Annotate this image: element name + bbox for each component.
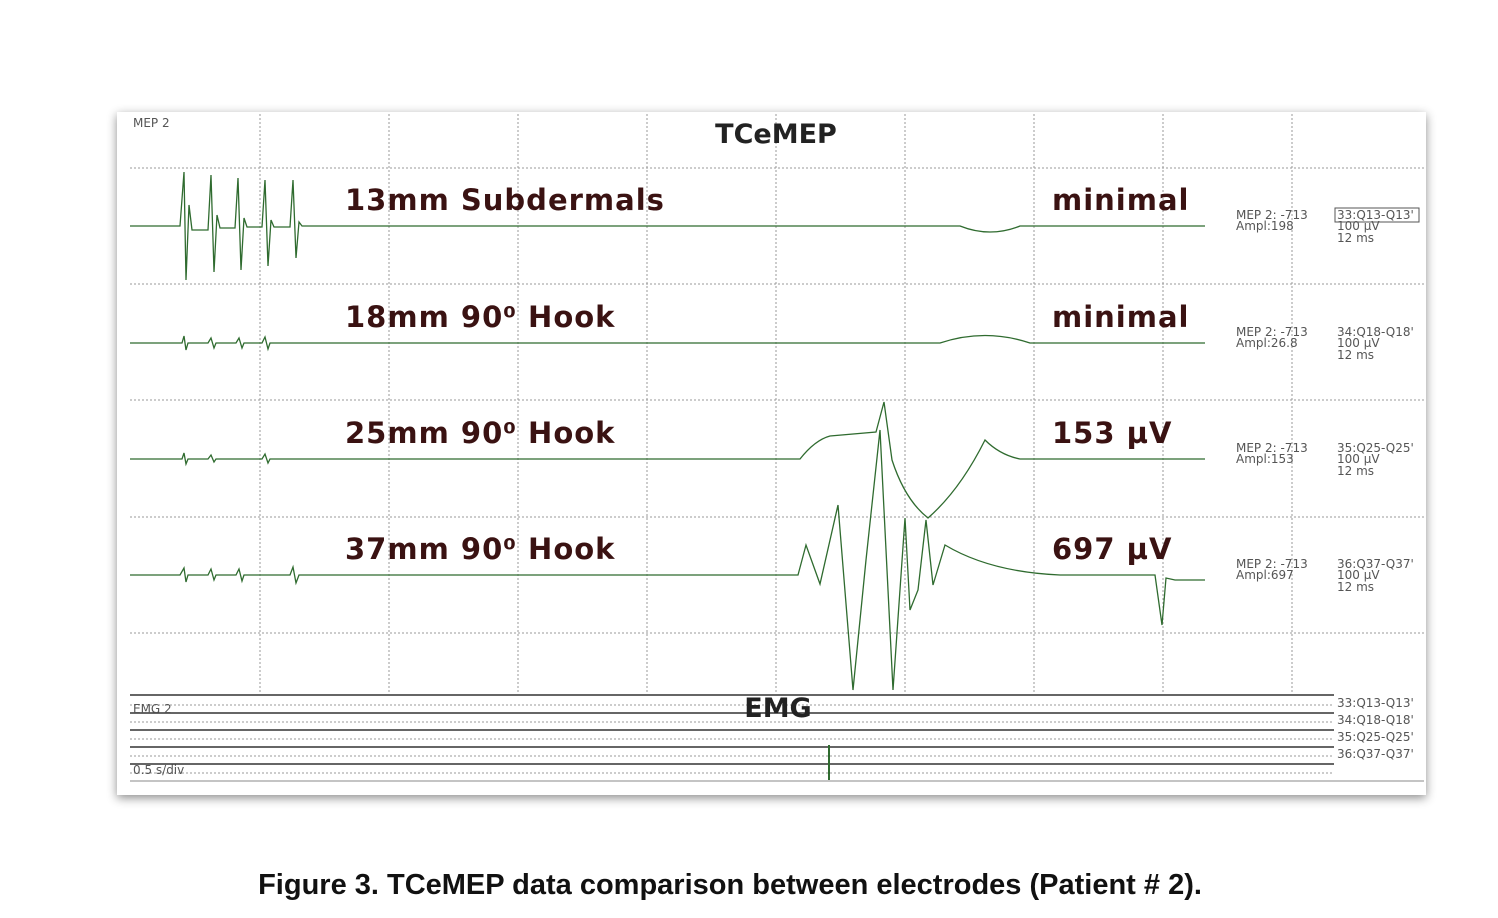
trace-sweep: 12 ms — [1337, 348, 1374, 362]
waveforms — [130, 171, 1424, 782]
panel-title: TCeMEP — [715, 119, 837, 150]
trace-sweep: 12 ms — [1337, 231, 1374, 245]
trace-channel: 34:Q18-Q18' — [1337, 325, 1414, 339]
trace-channel: 36:Q37-Q37' — [1337, 557, 1414, 571]
trace-label: 37mm 90⁰ Hook — [345, 532, 615, 566]
trace-channel: 35:Q25-Q25' — [1337, 441, 1414, 455]
trace-result: 153 µV — [1052, 416, 1172, 450]
trace-scale: 100 µV — [1337, 568, 1380, 582]
grid — [130, 114, 1424, 774]
trace-sweep: 12 ms — [1337, 464, 1374, 478]
trace-label: 25mm 90⁰ Hook — [345, 416, 615, 450]
channel-box — [1334, 207, 1420, 223]
trace-info: Ampl:697 — [1236, 568, 1294, 582]
trace-scale: 100 µV — [1337, 452, 1380, 466]
trace-sweep: 12 ms — [1337, 580, 1374, 594]
trace-label: 13mm Subdermals — [345, 183, 665, 217]
trace-info: Ampl:198 — [1236, 219, 1294, 233]
trace-info: Ampl:26.8 — [1236, 336, 1298, 350]
trace-1 — [130, 171, 1205, 281]
emg-channel: 36:Q37-Q37' — [1337, 747, 1414, 761]
trace-info: Ampl:153 — [1236, 452, 1294, 466]
trace-2 — [130, 334, 1205, 352]
trace-scale: 100 µV — [1337, 219, 1380, 233]
trace-channel: 33:Q13-Q13' — [1337, 208, 1414, 222]
corner-label: MEP 2 — [133, 116, 170, 130]
trace-info: MEP 2: -713 — [1236, 441, 1308, 455]
trace-info: MEP 2: -713 — [1236, 325, 1308, 339]
emg-channel: 35:Q25-Q25' — [1337, 730, 1414, 744]
trace-label: 18mm 90⁰ Hook — [345, 300, 615, 334]
emg-channel: 33:Q13-Q13' — [1337, 696, 1414, 710]
emg-channel: 34:Q18-Q18' — [1337, 713, 1414, 727]
trace-result: 697 µV — [1052, 532, 1172, 566]
emg-corner-label: EMG 2 — [133, 702, 172, 716]
trace-scale: 100 µV — [1337, 336, 1380, 350]
trace-4 — [130, 429, 1205, 691]
timebase: 0.5 s/div — [133, 763, 184, 777]
emg-title: EMG — [744, 693, 811, 724]
trace-info: MEP 2: -713 — [1236, 208, 1308, 222]
caption: Figure 3. TCeMEP data comparison between… — [258, 869, 1202, 901]
trace-info: MEP 2: -713 — [1236, 557, 1308, 571]
trace-result: minimal — [1052, 183, 1189, 217]
trace-3 — [130, 401, 1205, 519]
trace-result: minimal — [1052, 300, 1189, 334]
